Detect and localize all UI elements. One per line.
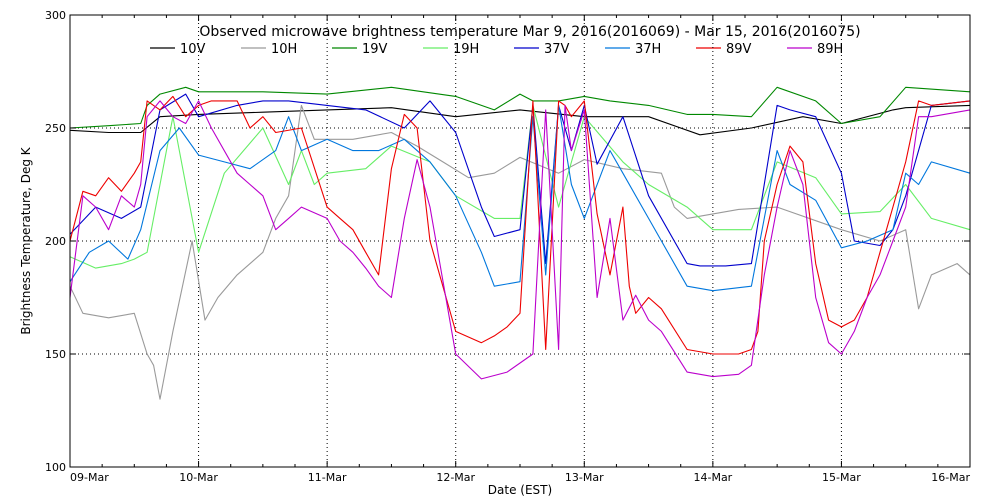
x-tick-label: 12-Mar — [436, 471, 475, 484]
series-line-37v — [69, 93, 971, 267]
x-tick-label: 11-Mar — [308, 471, 347, 484]
series-line-89h — [69, 100, 971, 380]
x-tick-label: 16-Mar — [931, 471, 970, 484]
series-line-10h — [69, 104, 971, 400]
legend-label-10h: 10H — [271, 42, 297, 57]
y-tick-label: 200 — [45, 235, 66, 248]
x-tick-label: 10-Mar — [179, 471, 218, 484]
legend-label-19v: 19V — [362, 42, 388, 57]
x-axis: 09-Mar 10-Mar 11-Mar 12-Mar 13-Mar 14-Mar 15-M… — [69, 15, 971, 484]
legend-label-37h: 37H — [635, 42, 661, 57]
chart-title: Observed microwave brightness temperatur… — [199, 24, 860, 40]
series-line-19h — [69, 104, 971, 269]
legend-label-10v: 10V — [180, 42, 206, 57]
x-axis-label: Date (EST) — [488, 483, 552, 497]
y-tick-label: 250 — [45, 122, 66, 135]
series-line-37h — [69, 104, 971, 292]
legend-label-89h: 89H — [817, 42, 843, 57]
x-tick-label: 14-Mar — [693, 471, 732, 484]
legend-label-19h: 19H — [453, 42, 479, 57]
x-tick-label: 13-Mar — [565, 471, 604, 484]
legend-label-37v: 37V — [544, 42, 570, 57]
series-layer — [69, 86, 971, 400]
x-tick-label: 15-Mar — [822, 471, 861, 484]
y-tick-label: 300 — [45, 9, 66, 22]
y-tick-label: 150 — [45, 348, 66, 361]
legend: 10V 10H 19V 19H 37V 37H 89V 89H — [150, 42, 843, 57]
y-axis: 100 150 200 250 300 — [45, 9, 970, 474]
grid — [70, 15, 970, 467]
legend-label-89v: 89V — [726, 42, 752, 57]
series-line-10v — [69, 104, 971, 136]
x-tick-label: 09-Mar — [70, 471, 109, 484]
y-axis-label: Brightness Temperature, Deg K — [19, 146, 33, 334]
y-tick-label: 100 — [45, 461, 66, 474]
